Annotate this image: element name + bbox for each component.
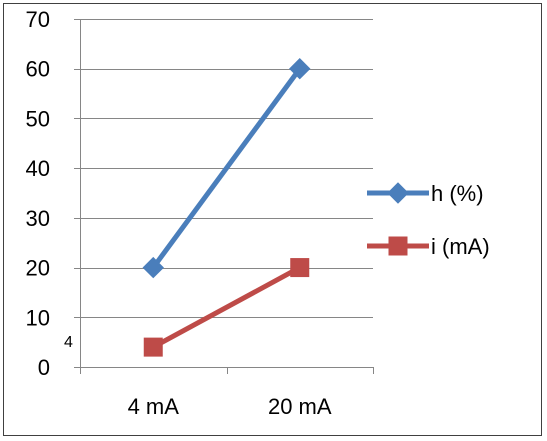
x-tick-label: 4 mA xyxy=(128,394,180,419)
y-tick-label: 10 xyxy=(26,305,50,330)
legend-label: h (%) xyxy=(431,181,484,206)
y-tick-label: 60 xyxy=(26,57,50,82)
series-layer xyxy=(142,58,311,357)
data-label: 4 xyxy=(64,334,73,351)
y-tick-label: 20 xyxy=(26,256,50,281)
series-line xyxy=(151,67,302,270)
data-point-marker xyxy=(290,258,310,278)
series-line xyxy=(152,265,301,350)
series-1 xyxy=(143,258,310,357)
y-tick-label: 40 xyxy=(26,156,50,181)
data-point-marker xyxy=(142,256,164,279)
x-tick-labels: 4 mA 20 mA xyxy=(128,394,332,419)
data-point-marker xyxy=(289,58,311,80)
legend: h (%) i (mA) xyxy=(367,181,490,259)
legend-label: i (mA) xyxy=(431,234,490,259)
y-tick-labels: 0 10 20 30 40 50 60 70 xyxy=(26,7,50,380)
legend-swatch-marker xyxy=(387,182,409,204)
gridlines xyxy=(80,19,373,318)
legend-swatch-marker xyxy=(388,236,408,256)
annotations: 4 xyxy=(64,334,73,351)
y-tick-label: 50 xyxy=(26,106,50,131)
y-tick-label: 30 xyxy=(26,206,50,231)
chart-frame xyxy=(3,3,542,436)
data-point-marker xyxy=(143,337,163,357)
axes xyxy=(74,19,374,374)
x-tick-label: 20 mA xyxy=(268,394,332,419)
y-tick-label: 70 xyxy=(26,7,50,32)
legend-item: h (%) xyxy=(367,181,484,206)
y-tick-label: 0 xyxy=(38,355,50,380)
legend-item: i (mA) xyxy=(367,234,490,259)
series-0 xyxy=(142,58,311,279)
